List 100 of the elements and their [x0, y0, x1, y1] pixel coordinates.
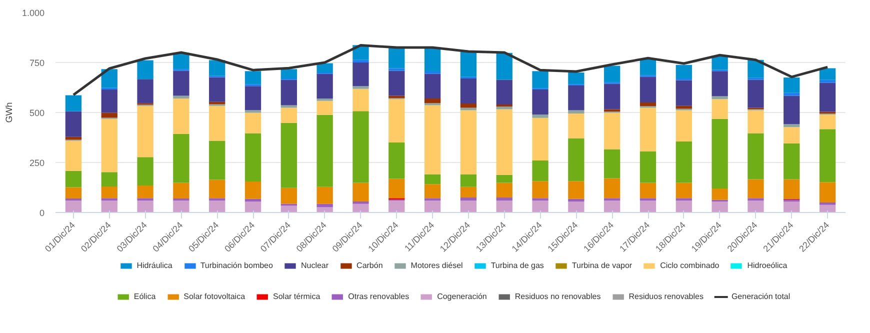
- bar: [640, 182, 656, 198]
- bar: [352, 182, 369, 202]
- bar: [460, 174, 477, 187]
- bar: [496, 182, 512, 198]
- bar: [496, 200, 512, 212]
- legend-label: Solar fotovoltaica: [184, 292, 246, 301]
- bar: [101, 90, 118, 113]
- bar: [676, 110, 692, 142]
- bar: [65, 200, 82, 212]
- bar: [784, 78, 800, 93]
- bar: [712, 118, 728, 188]
- legend-label: Motores diésel: [410, 261, 463, 270]
- bar: [244, 202, 262, 212]
- bar: [496, 52, 512, 80]
- bar: [568, 202, 584, 212]
- bar: [244, 112, 262, 134]
- bar: [568, 110, 584, 114]
- bar: [280, 80, 297, 106]
- bar: [209, 180, 226, 198]
- bar: [424, 174, 441, 184]
- bar: [101, 200, 118, 212]
- bar: [280, 122, 297, 188]
- legend-label: Turbinación bombeo: [200, 261, 273, 270]
- bar: [388, 96, 405, 98]
- bar: [173, 98, 190, 134]
- bar: [604, 112, 620, 150]
- bar: [784, 96, 800, 124]
- bar: [424, 200, 441, 212]
- bar: [316, 204, 333, 208]
- bar: [640, 108, 656, 152]
- bar: [748, 80, 764, 108]
- bar: [65, 170, 82, 188]
- bar: [712, 188, 728, 200]
- bar: [352, 62, 369, 86]
- bar: [784, 127, 800, 144]
- bar: [712, 202, 728, 212]
- legend-label: Generación total: [731, 292, 790, 301]
- y-tick-label: 250: [29, 158, 45, 168]
- bar: [676, 80, 692, 106]
- bar: [244, 71, 262, 84]
- legend-label: Hidráulica: [136, 261, 172, 270]
- bar: [65, 112, 82, 137]
- bar: [280, 206, 297, 212]
- bar: [209, 77, 226, 102]
- bar: [101, 112, 118, 118]
- bar: [280, 188, 297, 204]
- bar: [460, 104, 477, 108]
- bar: [316, 114, 333, 187]
- bar: [748, 200, 764, 212]
- y-tick-label: 0: [39, 208, 45, 218]
- bar: [784, 124, 800, 128]
- bar: [496, 80, 512, 104]
- bar: [604, 178, 620, 198]
- bar: [316, 74, 333, 98]
- bar: [101, 118, 118, 172]
- bar: [676, 182, 692, 198]
- bar: [352, 86, 369, 89]
- bar: [316, 100, 333, 115]
- y-tick-label: 500: [29, 108, 45, 118]
- bar: [568, 72, 584, 84]
- bar: [784, 179, 800, 199]
- bar: [424, 105, 441, 174]
- bar: [460, 200, 477, 212]
- bar: [532, 90, 548, 114]
- bar: [604, 200, 620, 212]
- bar: [748, 179, 764, 198]
- bar: [352, 111, 369, 183]
- bar: [568, 114, 584, 138]
- bar: [460, 78, 477, 104]
- bar: [244, 86, 262, 110]
- legend-label: Turbina de gas: [490, 261, 544, 270]
- legend-label: Hidroeólica: [747, 261, 788, 270]
- bar: [712, 99, 728, 119]
- bar: [748, 60, 764, 78]
- legend-label: Residuos no renovables: [514, 292, 601, 301]
- bar: [388, 70, 405, 96]
- bar: [496, 106, 512, 110]
- bar: [640, 102, 656, 106]
- bar: [352, 204, 369, 212]
- legend-label: Cogeneración: [437, 292, 487, 301]
- y-tick-label: 750: [29, 58, 45, 68]
- y-tick-label: 1.000: [22, 8, 45, 18]
- bar: [137, 106, 154, 158]
- bar: [568, 86, 584, 110]
- bar: [712, 71, 728, 96]
- bar: [819, 182, 836, 202]
- bar: [388, 200, 405, 212]
- bar: [137, 79, 154, 104]
- bar: [101, 69, 118, 88]
- bar: [784, 202, 800, 212]
- bar: [568, 181, 584, 199]
- bar: [65, 140, 82, 171]
- bar: [568, 198, 584, 202]
- bar: [784, 144, 800, 180]
- bar: [173, 182, 190, 198]
- bar: [640, 151, 656, 183]
- bar: [496, 198, 512, 200]
- bar: [280, 108, 297, 123]
- bar: [460, 52, 477, 77]
- bar: [819, 82, 836, 112]
